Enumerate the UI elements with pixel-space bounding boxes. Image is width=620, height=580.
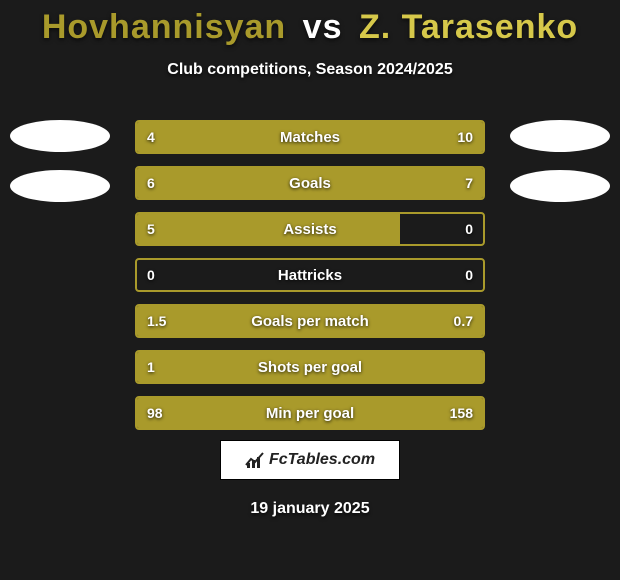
date-text: 19 january 2025	[0, 500, 620, 518]
comparison-title: Hovhannisyan vs Z. Tarasenko	[0, 0, 620, 47]
chart-icon	[245, 451, 265, 469]
title-vs: vs	[303, 8, 343, 46]
subtitle: Club competitions, Season 2024/2025	[0, 61, 620, 79]
avatar-left-column	[10, 120, 110, 220]
stat-label: Goals per match	[137, 306, 483, 336]
stat-label: Goals	[137, 168, 483, 198]
stat-label: Hattricks	[137, 260, 483, 290]
avatar-placeholder	[10, 120, 110, 152]
stat-label: Shots per goal	[137, 352, 483, 382]
stat-label: Matches	[137, 122, 483, 152]
player2-name: Z. Tarasenko	[359, 8, 578, 46]
stat-label: Min per goal	[137, 398, 483, 428]
logo-text: FcTables.com	[269, 451, 375, 469]
stat-row: 98158Min per goal	[135, 396, 485, 430]
stat-row: 1.50.7Goals per match	[135, 304, 485, 338]
stat-row: 00Hattricks	[135, 258, 485, 292]
stat-row: 1Shots per goal	[135, 350, 485, 384]
stat-row: 67Goals	[135, 166, 485, 200]
stat-label: Assists	[137, 214, 483, 244]
avatar-placeholder	[510, 120, 610, 152]
player1-name: Hovhannisyan	[42, 8, 286, 46]
stat-row: 50Assists	[135, 212, 485, 246]
avatar-placeholder	[10, 170, 110, 202]
site-logo: FcTables.com	[220, 440, 400, 480]
stat-row: 410Matches	[135, 120, 485, 154]
avatar-right-column	[510, 120, 610, 220]
stats-bars: 410Matches 67Goals 50Assists 00Hattricks 1.5…	[135, 120, 485, 442]
avatar-placeholder	[510, 170, 610, 202]
